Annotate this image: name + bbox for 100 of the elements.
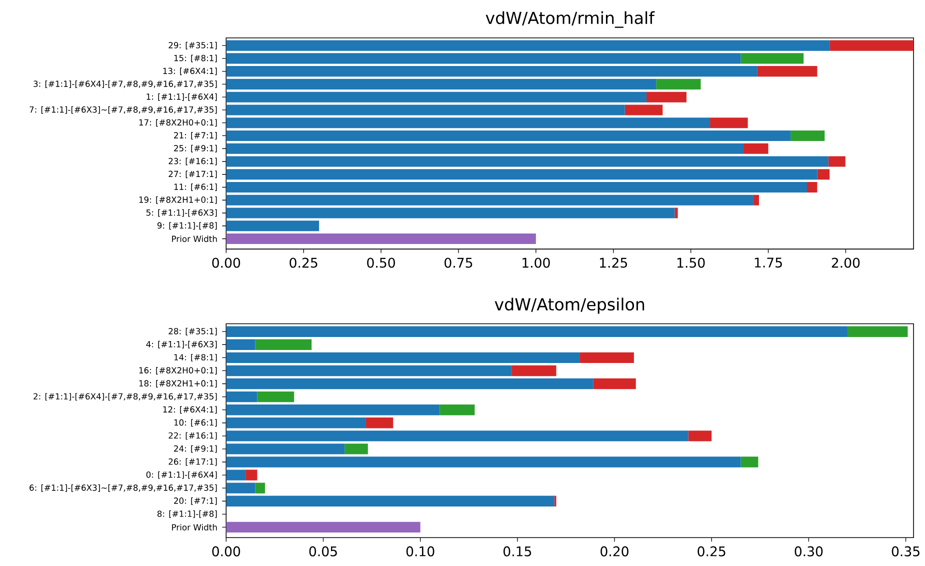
bar	[743, 143, 768, 154]
x-tick-label: 0.75	[444, 258, 472, 268]
bar	[828, 156, 846, 167]
x-tick-label: 0.10	[406, 546, 434, 556]
bar	[440, 404, 475, 416]
bar	[226, 66, 758, 77]
y-tick-label: 7: [#1:1]-[#6X3]~[#7,#8,#9,#16,#17,#35]	[30, 106, 217, 114]
bar	[688, 430, 712, 442]
y-tick-label: 19: [#8X2H1+0:1]	[139, 196, 217, 204]
bar	[226, 130, 791, 142]
bar	[226, 53, 741, 64]
bar	[226, 169, 818, 180]
bar	[580, 352, 634, 364]
y-tick-label: Prior Width	[172, 524, 217, 531]
y-tick-label: 2: [#1:1]-[#6X4]-[#7,#8,#9,#16,#17,#35]	[34, 393, 217, 401]
y-tick-label: 8: [#1:1]-[#8]	[157, 510, 217, 518]
x-tick-label: 0.35	[892, 546, 920, 556]
bar	[806, 182, 818, 193]
x-tick-label: 0.00	[212, 258, 240, 268]
bar	[740, 456, 758, 468]
y-tick-label: 26: [#17:1]	[168, 458, 217, 466]
y-tick-label: 21: [#7:1]	[174, 132, 217, 140]
bar	[226, 234, 536, 244]
y-tick-label: 23: [#16:1]	[168, 158, 217, 166]
bar	[226, 378, 594, 390]
bar	[257, 392, 294, 402]
bar	[344, 444, 368, 454]
chart-title: vdW/Atom/epsilon	[494, 298, 644, 314]
y-tick-label: 28: [#35:1]	[168, 328, 217, 336]
bar	[512, 365, 556, 376]
x-tick-label: 1.25	[600, 258, 627, 268]
bar	[226, 40, 830, 51]
y-tick-label: 11: [#6:1]	[174, 184, 217, 192]
y-tick-label: 0: [#1:1]-[#6X4]	[146, 471, 217, 479]
bar	[366, 418, 394, 428]
y-tick-label: 10: [#6:1]	[174, 419, 217, 427]
bar	[790, 130, 825, 142]
y-tick-label: 9: [#1:1]-[#8]	[157, 222, 217, 230]
bar	[226, 496, 554, 507]
bar	[830, 40, 914, 51]
y-tick-label: 14: [#8:1]	[174, 354, 217, 362]
bar	[226, 326, 848, 338]
y-tick-label: 22: [#16:1]	[168, 432, 217, 440]
bar	[226, 365, 512, 376]
bar	[226, 444, 345, 454]
bar	[740, 53, 804, 64]
y-tick-label: 12: [#6X4:1]	[163, 406, 217, 414]
y-tick-label: 6: [#1:1]-[#6X3]~[#7,#8,#9,#16,#17,#35]	[30, 484, 217, 492]
x-tick-label: 0.20	[600, 546, 628, 556]
x-tick-label: 0.15	[504, 546, 532, 556]
x-tick-label: 0.00	[212, 546, 240, 556]
y-tick-label: Prior Width	[172, 236, 217, 242]
y-tick-label: 4: [#1:1]-[#6X3]	[146, 340, 217, 348]
bar	[226, 482, 256, 494]
y-tick-label: 1: [#1:1]-[#6X4]	[146, 93, 217, 101]
bar	[817, 169, 830, 180]
bar	[226, 220, 320, 232]
bar	[674, 208, 678, 218]
y-tick-label: 5: [#1:1]-[#6X3]	[146, 209, 217, 217]
x-tick-label: 0.05	[309, 546, 337, 556]
y-tick-label: 20: [#7:1]	[174, 497, 217, 505]
bar	[226, 470, 246, 480]
bar	[226, 118, 710, 128]
bar	[226, 456, 741, 468]
bar	[656, 78, 701, 90]
x-tick-label: 1.75	[754, 258, 782, 268]
x-tick-label: 0.50	[367, 258, 395, 268]
chart-title: vdW/Atom/rmin_half	[486, 11, 655, 28]
bar	[226, 392, 258, 402]
bar	[593, 378, 636, 390]
y-tick-label: 3: [#1:1]-[#6X4]-[#7,#8,#9,#16,#17,#35]	[34, 80, 217, 88]
y-tick-label: 13: [#6X4:1]	[163, 68, 217, 76]
y-tick-label: 27: [#17:1]	[168, 170, 217, 178]
bar	[226, 194, 754, 206]
bar	[226, 522, 420, 533]
bar	[226, 208, 675, 218]
y-tick-label: 17: [#8X2H0+0:1]	[139, 119, 217, 127]
bar	[646, 92, 686, 102]
y-tick-label: 25: [#9:1]	[174, 144, 217, 152]
x-tick-label: 2.00	[832, 258, 860, 268]
bar	[226, 143, 744, 154]
x-tick-label: 0.25	[290, 258, 318, 268]
bar	[226, 156, 828, 167]
y-tick-label: 24: [#9:1]	[174, 445, 217, 453]
bar	[710, 118, 748, 128]
bar	[255, 482, 265, 494]
y-tick-label: 18: [#8X2H1+0:1]	[139, 380, 217, 388]
bar	[255, 339, 312, 350]
bar	[226, 430, 688, 442]
bar	[753, 194, 759, 206]
bar	[226, 404, 440, 416]
x-tick-label: 1.50	[677, 258, 705, 268]
y-tick-label: 15: [#8:1]	[174, 54, 217, 62]
x-tick-label: 0.25	[698, 546, 726, 556]
bar	[226, 78, 656, 90]
bar	[226, 92, 647, 102]
x-tick-label: 1.00	[522, 258, 550, 268]
y-tick-label: 16: [#8X2H0+0:1]	[139, 367, 217, 375]
bar	[246, 470, 258, 480]
bar	[226, 418, 366, 428]
